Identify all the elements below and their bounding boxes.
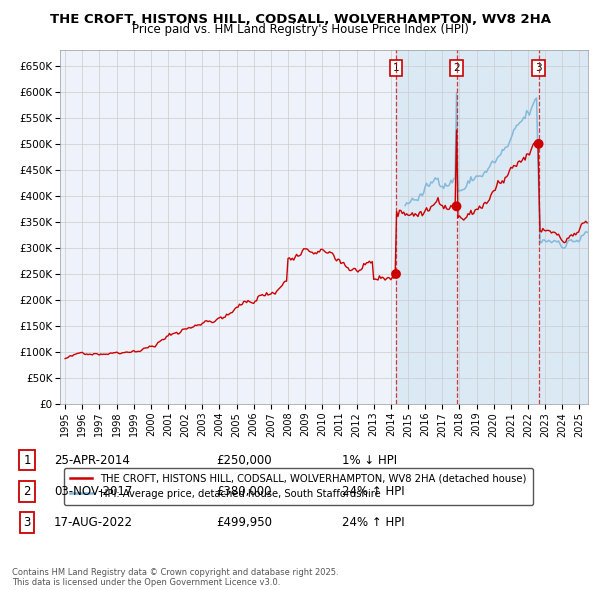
Legend: THE CROFT, HISTONS HILL, CODSALL, WOLVERHAMPTON, WV8 2HA (detached house), HPI: : THE CROFT, HISTONS HILL, CODSALL, WOLVER… — [64, 467, 533, 504]
Bar — [396, 50, 588, 404]
Text: 3: 3 — [535, 63, 542, 73]
Text: Price paid vs. HM Land Registry's House Price Index (HPI): Price paid vs. HM Land Registry's House … — [131, 23, 469, 36]
Text: 2: 2 — [23, 485, 31, 498]
Text: Contains HM Land Registry data © Crown copyright and database right 2025.
This d: Contains HM Land Registry data © Crown c… — [12, 568, 338, 587]
Text: 1: 1 — [23, 454, 31, 467]
Text: 2: 2 — [453, 63, 460, 73]
Text: 1% ↓ HPI: 1% ↓ HPI — [342, 454, 397, 467]
Text: 24% ↑ HPI: 24% ↑ HPI — [342, 516, 404, 529]
Text: 1: 1 — [392, 63, 400, 73]
Point — [452, 202, 461, 211]
Text: THE CROFT, HISTONS HILL, CODSALL, WOLVERHAMPTON, WV8 2HA: THE CROFT, HISTONS HILL, CODSALL, WOLVER… — [49, 13, 551, 26]
Text: £250,000: £250,000 — [216, 454, 272, 467]
Text: 17-AUG-2022: 17-AUG-2022 — [54, 516, 133, 529]
Text: £380,000: £380,000 — [216, 485, 271, 498]
Text: 24% ↑ HPI: 24% ↑ HPI — [342, 485, 404, 498]
Text: 03-NOV-2017: 03-NOV-2017 — [54, 485, 133, 498]
Text: £499,950: £499,950 — [216, 516, 272, 529]
Point — [391, 269, 401, 278]
Text: 3: 3 — [23, 516, 31, 529]
Text: 25-APR-2014: 25-APR-2014 — [54, 454, 130, 467]
Point — [534, 139, 544, 149]
